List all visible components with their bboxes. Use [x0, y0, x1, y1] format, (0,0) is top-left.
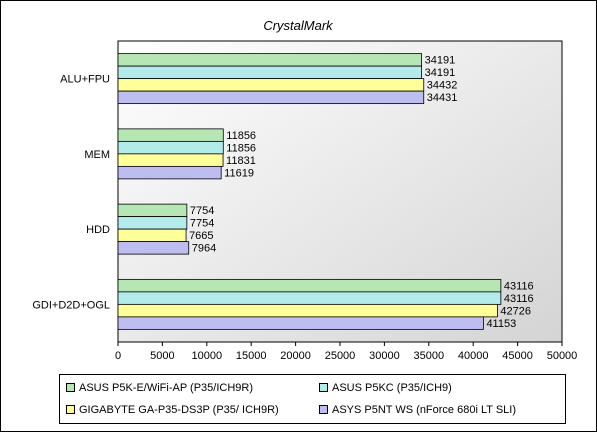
bar: [117, 90, 425, 105]
bar: [117, 65, 423, 80]
bar: [117, 153, 224, 167]
value-labels-layer: 3419134191344323443111856118561183111619…: [189, 55, 534, 330]
legend-label-3: GIGABYTE GA-P35-DS3P (P35/ ICH9R): [79, 404, 279, 416]
legend-item-3: GIGABYTE GA-P35-DS3P (P35/ ICH9R): [66, 404, 279, 416]
category-label: GDI+D2D+OGL: [32, 299, 110, 311]
value-label: 7665: [189, 230, 213, 242]
bar: [117, 165, 222, 180]
x-tick-label: 45000: [502, 350, 533, 362]
value-label: 11831: [226, 155, 256, 167]
category-label: HDD: [86, 224, 110, 236]
x-tick-label: 20000: [280, 350, 311, 362]
x-tick-label: 15000: [236, 350, 267, 362]
value-label: 11856: [226, 142, 256, 154]
bar: [117, 303, 498, 318]
x-tick-label: 30000: [369, 350, 400, 362]
x-tick-label: 25000: [325, 350, 356, 362]
x-tick-label: 10000: [192, 350, 223, 362]
category-labels-layer: ALU+FPU MEM HDD GDI+D2D+OGL: [32, 74, 110, 312]
value-label: 34432: [427, 80, 458, 92]
legend-label-1: ASUS P5K-E/WiFi-AP (P35/ICH9R): [79, 382, 254, 394]
bars-layer: [117, 53, 502, 330]
x-tick-label: 0: [115, 350, 121, 362]
legend-swatch-1: [66, 382, 75, 392]
bar-chart: CrystalMark 3419134191344323443111856118…: [32, 18, 577, 362]
bar: [117, 53, 423, 67]
category-label: ALU+FPU: [60, 74, 110, 86]
bar: [117, 78, 425, 92]
value-label: 34431: [427, 92, 458, 104]
value-label: 41153: [486, 318, 516, 330]
category-label: MEM: [84, 149, 110, 161]
bar: [117, 216, 188, 230]
value-label: 42726: [500, 305, 531, 317]
value-label: 34191: [425, 67, 456, 79]
chart-title: CrystalMark: [263, 18, 334, 33]
value-label: 43116: [504, 280, 534, 292]
bar: [117, 228, 187, 243]
legend-swatch-3: [66, 404, 75, 414]
bar: [117, 140, 224, 155]
value-label: 11619: [224, 167, 254, 179]
x-tick-label: 35000: [414, 350, 445, 362]
bar: [117, 278, 502, 293]
bar: [117, 203, 188, 218]
legend-swatch-4: [319, 404, 328, 414]
value-label: 11856: [226, 130, 256, 142]
legend-item-2: ASUS P5KC (P35/ICH9): [319, 382, 452, 394]
value-label: 34191: [425, 55, 456, 67]
bar: [117, 128, 224, 142]
legend-item-1: ASUS P5K-E/WiFi-AP (P35/ICH9R): [66, 382, 253, 394]
bar: [117, 291, 502, 305]
legend-label-4: ASYS P5NT WS (nForce 680i LT SLI): [332, 404, 517, 416]
x-tick-label: 5000: [150, 350, 174, 362]
x-axis: 0 5000 10000 15000 20000 25000 30000 35000 40000…: [115, 342, 577, 362]
legend-label-2: ASUS P5KC (P35/ICH9): [332, 382, 452, 394]
legend-item-4: ASYS P5NT WS (nForce 680i LT SLI): [319, 404, 516, 416]
value-label: 7964: [192, 243, 216, 255]
value-label: 43116: [504, 293, 534, 305]
x-tick-label: 40000: [458, 350, 489, 362]
legend: ASUS P5K-E/WiFi-AP (P35/ICH9R) ASUS P5KC…: [59, 374, 566, 424]
value-label: 7754: [190, 218, 214, 230]
bar: [117, 316, 484, 330]
x-tick-label: 50000: [547, 350, 578, 362]
bar: [117, 241, 190, 255]
value-label: 7754: [190, 205, 214, 217]
legend-swatch-2: [319, 382, 328, 392]
